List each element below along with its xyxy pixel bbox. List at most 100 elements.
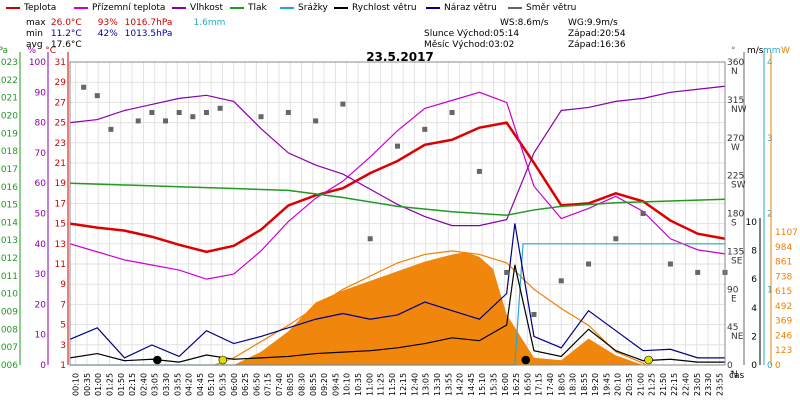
legend-item-tlak: Tlak <box>230 3 267 13</box>
x-tick-label: 21:50 <box>659 373 668 396</box>
axis-solar-tick: 123 <box>775 346 792 356</box>
stat-avg-temp: 17.6°C <box>50 40 82 50</box>
axis-wind-dir-tick: 225 <box>727 172 744 182</box>
series-sm-r-v-tru-point <box>367 236 373 242</box>
axis-wind-dir-label: SE <box>731 256 743 266</box>
axis-wind-dir-tick: 180 <box>727 210 744 220</box>
axis-pressure-tick: 1006 <box>0 361 18 371</box>
axis-temperature-tick: 3 <box>60 341 66 351</box>
axis-wind-dir-tick: 0 <box>727 361 733 371</box>
stat-min-press: 1013.5hPa <box>124 29 173 39</box>
axis-humidity-tick: 0 <box>40 361 46 371</box>
x-tick-label: 02:40 <box>139 373 148 396</box>
legend-item-srazky: Srážky <box>280 3 328 13</box>
x-tick-label: 11:50 <box>388 373 397 396</box>
axis-pressure-tick: 1012 <box>0 254 18 264</box>
axis-pressure-tick: 1016 <box>0 183 18 193</box>
x-tick-label: 19:45 <box>602 373 611 396</box>
series-sm-r-v-tru-point <box>395 143 400 149</box>
x-tick-label: 01:25 <box>106 373 115 396</box>
sun-set-info: Západ:20:54 <box>568 29 626 39</box>
x-tick-label: 18:05 <box>557 373 566 396</box>
x-tick-label: 03:05 <box>151 373 160 396</box>
x-tick-label: 21:00 <box>636 373 645 396</box>
wind-speed-info: WS:8.6m/s <box>500 18 549 28</box>
axis-rain-tick: 3 <box>767 134 773 144</box>
series-sm-r-v-tru-point <box>149 110 155 115</box>
x-tick-label: 05:10 <box>207 373 216 396</box>
axis-humidity-tick: 80 <box>35 119 47 129</box>
x-tick-label: 04:20 <box>185 373 194 396</box>
x-tick-label: 03:55 <box>173 373 182 396</box>
axis-wind-dir-label: W <box>731 143 740 153</box>
x-tick-label: 08:30 <box>298 373 307 396</box>
sun-rise-info: Slunce Východ:05:14 <box>424 29 520 39</box>
x-tick-label: 12:15 <box>399 373 408 396</box>
series-sm-r-v-tru-point <box>190 114 196 120</box>
axis-wind-tick: 10 <box>746 218 758 228</box>
axis-humidity-tick: 50 <box>35 210 47 220</box>
series-vlhkost <box>69 85 726 227</box>
axis-pressure-tick: 1021 <box>0 94 18 104</box>
series-rychlost-v-tru <box>69 264 725 363</box>
axis-solar-unit: W <box>781 46 790 56</box>
legend: Teplota Přízemní teplota Vlhkost Tlak Sr… <box>0 3 800 15</box>
axis-temperature-tick: 1 <box>60 361 66 371</box>
axis-wind-dir-label: N <box>731 370 738 380</box>
series-sm-r-v-tru-point <box>504 269 510 275</box>
x-tick-label: 06:00 <box>230 373 239 396</box>
axis-wind-tick: 4 <box>751 304 757 314</box>
stat-max-press: 1016.7hPa <box>124 18 173 28</box>
plot-frame <box>69 61 726 366</box>
axis-wind-dir-unit: ° <box>731 46 736 56</box>
stats-max-row: max 26.0°C 93% 1016.7hPa 1.6mm <box>26 18 226 28</box>
axis-wind-tick: 2 <box>751 332 757 342</box>
axis-wind-tick: 8 <box>751 247 757 257</box>
x-tick-label: 00:10 <box>72 373 81 396</box>
x-tick-label: 13:55 <box>444 373 453 396</box>
x-tick-label: 11:25 <box>377 373 386 396</box>
series-sm-r-v-tru-point <box>695 269 701 275</box>
x-tick-label: 16:25 <box>512 373 521 396</box>
axis-humidity-tick: 90 <box>35 88 47 98</box>
x-tick-label: 17:15 <box>535 373 544 396</box>
series-sm-r-v-tru-point <box>176 110 182 115</box>
moon-rise-info: Měsíc Východ:03:02 <box>424 40 515 50</box>
axis-pressure-tick: 1019 <box>0 129 18 139</box>
axis-temperature-tick: 27 <box>55 98 66 108</box>
axis-temperature-tick: 19 <box>55 179 67 189</box>
series-teplota <box>69 121 726 254</box>
series-tlak <box>69 182 726 217</box>
axis-pressure-tick: 1017 <box>0 165 18 175</box>
x-tick-label: 23:30 <box>704 373 713 396</box>
axis-pressure-tick: 1013 <box>0 236 18 246</box>
x-tick-label: 05:35 <box>218 373 227 396</box>
axis-wind-dir-tick: 270 <box>727 134 744 144</box>
axis-wind-unit: m/s <box>747 46 764 56</box>
axis-rain-tick: 2 <box>767 210 773 220</box>
axis-solar-tick: 492 <box>775 302 792 312</box>
series-solar-area <box>233 252 644 365</box>
stat-max-hum: 93% <box>97 18 118 28</box>
axis-pressure-tick: 1023 <box>0 58 18 68</box>
x-tick-label: 08:05 <box>286 373 295 396</box>
x-tick-label: 18:30 <box>569 373 578 396</box>
axis-wind-dir-label: NW <box>731 105 747 115</box>
axis-pressure-tick: 1008 <box>0 325 18 335</box>
axis-rain-tick: 0 <box>767 361 773 371</box>
legend-item-teplota: Teplota <box>6 3 56 13</box>
x-tick-label: 16:50 <box>523 373 532 396</box>
legend-item-naraz-vetru: Náraz větru <box>426 3 497 13</box>
series-sm-r-v-tru-point <box>203 110 209 115</box>
axis-temperature-unit: °C <box>45 46 56 56</box>
axis-wind-dir-tick: 360 <box>727 58 744 68</box>
wind-calm-marker <box>218 355 228 365</box>
axis-temperature-tick: 21 <box>55 159 66 169</box>
x-tick-label: 06:50 <box>252 373 261 396</box>
wind-gust-info: WG:9.9m/s <box>568 18 618 28</box>
axis-solar-tick: 615 <box>775 287 792 297</box>
x-tick-label: 07:40 <box>275 373 284 396</box>
